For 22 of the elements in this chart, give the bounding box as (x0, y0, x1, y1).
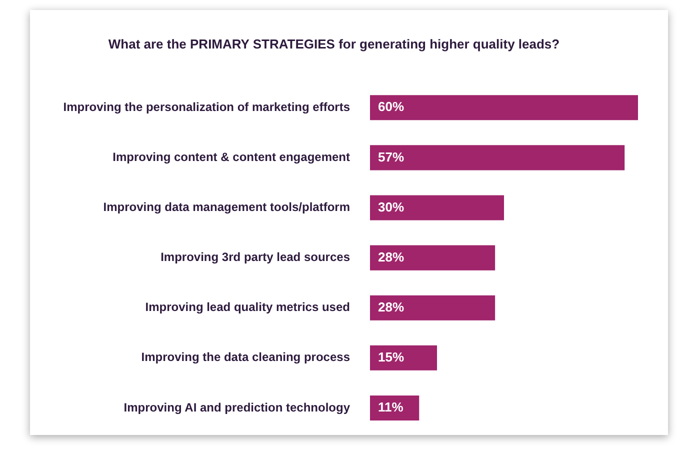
y-tick-label: Improving data management tools/platform (103, 200, 350, 214)
bar (370, 295, 496, 320)
bar (370, 345, 437, 370)
data-label: 60% (378, 99, 404, 114)
data-label: 11% (378, 400, 404, 415)
data-label: 28% (378, 249, 404, 264)
bar (370, 395, 420, 420)
y-tick-label: Improving AI and prediction technology (124, 400, 350, 414)
y-tick-label: Improving content & content engagement (112, 150, 350, 164)
y-tick-label: Improving 3rd party lead sources (160, 250, 350, 264)
y-tick-label: Improving lead quality metrics used (145, 300, 350, 314)
bar (370, 145, 625, 170)
data-label: 57% (378, 149, 404, 164)
y-tick-label: Improving the personalization of marketing efforts (63, 100, 350, 114)
data-label: 30% (378, 199, 404, 214)
bar (370, 245, 496, 270)
data-label: 28% (378, 299, 404, 314)
bar (370, 95, 638, 120)
y-tick-label: Improving the data cleaning process (141, 350, 350, 364)
data-label: 15% (378, 349, 404, 364)
bar (370, 195, 504, 220)
chart-title: What are the PRIMARY STRATEGIES for generating higher quality leads? (108, 36, 560, 52)
